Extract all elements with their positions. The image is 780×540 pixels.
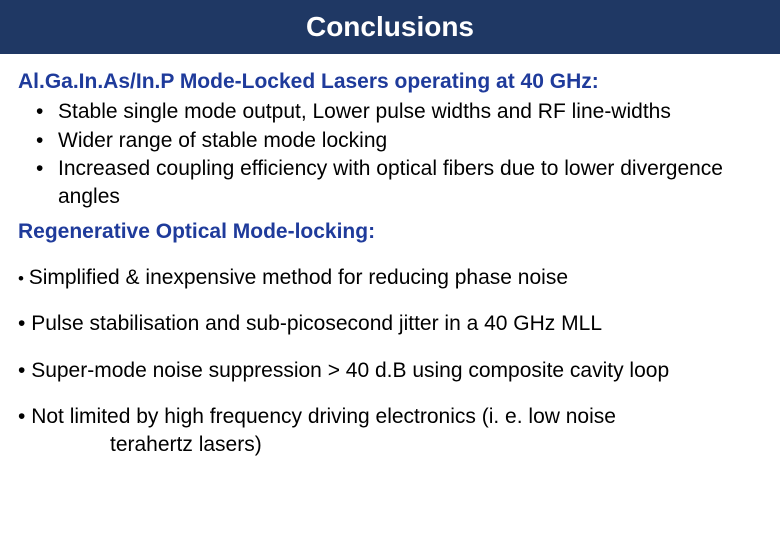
point-text: Not limited by high frequency driving el… [31,405,616,428]
bullet-icon: • [18,312,31,335]
slide-title-bar: Conclusions [0,0,780,54]
section2-point: • Pulse stabilisation and sub-picosecond… [18,310,762,338]
list-item: Increased coupling efficiency with optic… [36,155,762,212]
point-continuation: terahertz lasers) [18,431,762,459]
section2-point: • Super-mode noise suppression > 40 d.B … [18,357,762,385]
section1-bullets: Stable single mode output, Lower pulse w… [36,98,762,211]
bullet-icon: • [18,359,31,382]
bullet-icon: • [18,269,29,288]
list-item: Stable single mode output, Lower pulse w… [36,98,762,126]
point-text: Pulse stabilisation and sub-picosecond j… [31,312,602,335]
point-text: Simplified & inexpensive method for redu… [29,266,568,289]
section1-heading: Al.Ga.In.As/In.P Mode-Locked Lasers oper… [18,68,762,96]
list-item: Wider range of stable mode locking [36,127,762,155]
point-text: Super-mode noise suppression > 40 d.B us… [31,359,669,382]
section2-point: • Not limited by high frequency driving … [18,403,762,460]
slide-title: Conclusions [306,11,474,42]
slide-body: Al.Ga.In.As/In.P Mode-Locked Lasers oper… [0,54,780,460]
section2-heading: Regenerative Optical Mode-locking: [18,218,762,246]
section2-point: • Simplified & inexpensive method for re… [18,264,762,292]
bullet-icon: • [18,405,31,428]
